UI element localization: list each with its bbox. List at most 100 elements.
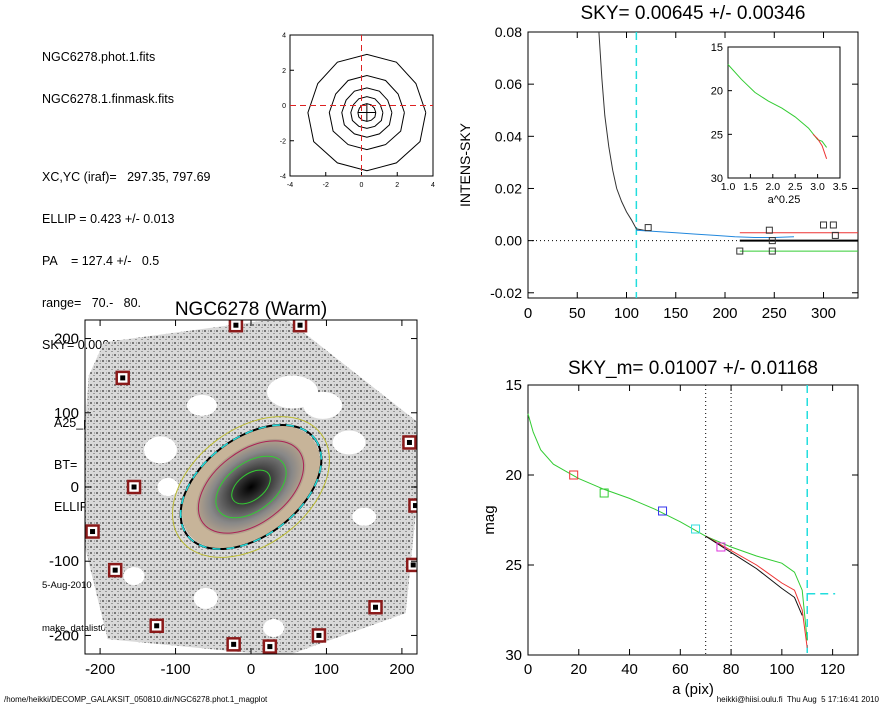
- image-xtick-label: -200: [85, 661, 115, 678]
- mag-plot-ylabel: mag: [481, 505, 498, 534]
- mag-ytick-label: 25: [505, 557, 522, 574]
- info-phot-file: NGC6278.phot.1.fits: [42, 50, 156, 64]
- inset-xtick-label: 3.5: [833, 181, 848, 193]
- image-ytick-label: -200: [49, 627, 79, 644]
- contour-ytick-label: 0: [282, 103, 286, 110]
- galaxy-sky-ellipse: [179, 424, 323, 550]
- star-core: [231, 641, 237, 647]
- star-core: [406, 439, 412, 445]
- mag-plot-xlabel: a (pix): [672, 681, 714, 698]
- image-xtick-label: 0: [247, 661, 255, 678]
- star-core: [233, 322, 239, 328]
- contour-ytick-label: 2: [282, 68, 286, 75]
- sky-xtick-label: 250: [762, 305, 787, 322]
- mag-ytick-label: 15: [505, 377, 522, 394]
- sky-xtick-label: 50: [569, 305, 586, 322]
- contour-xtick-label: 2: [395, 182, 399, 189]
- masked-region: [143, 436, 177, 464]
- image-title: NGC6278 (Warm): [175, 299, 327, 320]
- footer-user: heikki@hiisi.oulu.fi Thu Aug 5 17:16:41 …: [716, 695, 879, 704]
- star-core: [120, 375, 126, 381]
- contour-line: [341, 87, 393, 138]
- sky-square-marker: [768, 237, 776, 245]
- masked-region: [332, 430, 366, 455]
- inset-ytick-label: 25: [711, 129, 723, 141]
- inset-ytick-label: 30: [711, 173, 723, 185]
- inset-xlabel: a^0.25: [768, 194, 801, 206]
- sky-square-marker: [768, 247, 776, 255]
- masked-region: [193, 587, 218, 609]
- star-core: [267, 644, 273, 650]
- sky-square-marker: [820, 221, 828, 229]
- star-core: [316, 632, 322, 638]
- mag-square-marker: [569, 470, 579, 480]
- image-ytick-label: 200: [54, 331, 79, 348]
- contour-line: [328, 74, 405, 151]
- mag-xtick-label: 40: [621, 661, 638, 678]
- image-ytick-label: 0: [71, 479, 79, 496]
- mag-series-1: [705, 535, 808, 648]
- contour-line: [350, 96, 384, 129]
- inset-frame: [727, 46, 841, 179]
- mag-xtick-label: 120: [820, 661, 845, 678]
- mag-xtick-label: 80: [723, 661, 740, 678]
- mag-square-marker: [691, 524, 701, 534]
- sky-xtick-label: 150: [663, 305, 688, 322]
- masked-region: [263, 619, 285, 638]
- mag-xtick-label: 0: [524, 661, 532, 678]
- image-xtick-label: 100: [314, 661, 339, 678]
- star-core: [90, 529, 96, 535]
- sky-plot-title: SKY= 0.00645 +/- 0.00346: [580, 3, 805, 24]
- masked-region: [186, 394, 217, 416]
- galaxy-yellow-ellipse: [172, 416, 330, 558]
- inset-ytick-label: 15: [711, 42, 723, 54]
- image-ytick-label: -100: [49, 553, 79, 570]
- sky-series-1: [636, 229, 795, 238]
- info-range: range= 70.- 80.: [42, 296, 142, 310]
- sky-series-0: [598, 31, 647, 232]
- mag-square-marker: [716, 542, 726, 552]
- star-core: [297, 322, 303, 328]
- contour-xtick-label: -4: [287, 182, 293, 189]
- galaxy-magenta-ellipse: [197, 440, 305, 534]
- galaxy-inner-ellipse: [231, 469, 271, 505]
- contour-xtick-label: 4: [431, 182, 435, 189]
- mag-square-marker: [599, 488, 609, 498]
- footer-path: /home/heikki/DECOMP_GALAKSIT_050810.dir/…: [4, 695, 268, 704]
- mag-plot-title: SKY_m= 0.01007 +/- 0.01168: [568, 358, 818, 379]
- inset-xtick-label: 3.0: [810, 181, 825, 193]
- mag-ytick-label: 20: [505, 467, 522, 484]
- mag-xtick-label: 100: [769, 661, 794, 678]
- sky-square-marker: [829, 221, 837, 229]
- sky-xtick-label: 300: [811, 305, 836, 322]
- star-core: [112, 567, 118, 573]
- sky-ytick-label: 0.08: [495, 24, 522, 40]
- star-core: [131, 484, 137, 490]
- contour-xtick-label: -2: [323, 182, 329, 189]
- mag-ytick-label: 30: [505, 647, 522, 664]
- info-mask-file: NGC6278.1.finmask.fits: [42, 92, 174, 106]
- image-xtick-label: -100: [161, 661, 191, 678]
- sky-ytick-label: 0.06: [495, 76, 522, 92]
- contour-ytick-label: -2: [280, 138, 286, 145]
- galaxy-green-ellipse: [215, 455, 287, 519]
- sky-xtick-label: 100: [614, 305, 639, 322]
- sky-xtick-label: 0: [524, 305, 532, 322]
- masked-region: [157, 478, 179, 496]
- contour-line: [307, 53, 427, 172]
- star-core: [412, 503, 417, 509]
- info-pa: PA = 127.4 +/- 0.5: [42, 254, 160, 268]
- inset-xtick-label: 2.0: [765, 181, 780, 193]
- sky-xtick-label: 200: [712, 305, 737, 322]
- mag-plot-frame: [527, 384, 859, 656]
- inset-xtick-label: 1.0: [721, 181, 736, 193]
- masked-region: [352, 507, 377, 526]
- sky-plot-frame: [527, 31, 859, 299]
- image-xtick-label: 200: [389, 661, 414, 678]
- sky-ytick-label: 0.04: [495, 128, 522, 144]
- info-center: XC,YC (iraf)= 297.35, 797.69: [42, 170, 211, 184]
- sky-square-marker: [831, 231, 839, 239]
- mag-square-marker: [658, 506, 668, 516]
- contour-ytick-label: -4: [280, 174, 286, 181]
